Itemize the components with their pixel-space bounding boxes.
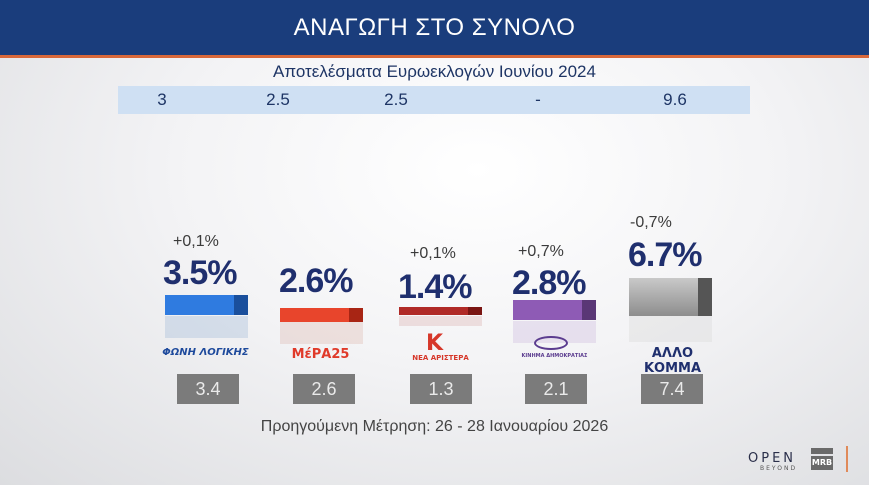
percentage-value: 2.8% [512,264,587,302]
bar [280,308,363,322]
change-label: +0,1% [173,233,219,250]
change-label: -0,7% [630,214,672,231]
bar-reflection [513,321,596,343]
party-logo: ΑΛΛΟ ΚΟΜΜΑ [643,346,702,376]
party-logo-icon: K [426,331,444,356]
percentage-value: 6.7% [628,236,703,274]
eu-results-row: 3 2.5 2.5 - 9.6 [118,86,750,114]
bar [399,307,482,315]
previous-value: 3.4 [177,374,239,404]
party-logo: ΚΙΝΗΜΑ ΔΗΜΟΚΡΑΤΙΑΣ [521,353,588,359]
party-column: 2.6% ΜέΡΑ25 [279,230,369,362]
previous-value: 2.6 [293,374,355,404]
eu-value: 9.6 [663,90,687,109]
page-title: ΑΝΑΓΩΓΗ ΣΤΟ ΣΥΝΟΛΟ [293,14,576,41]
previous-measurement-note: Προηγούμενη Μέτρηση: 26 - 28 Ιανουαρίου … [260,418,609,435]
pollster-logo: MRB [811,448,833,470]
previous-value: 2.1 [525,374,587,404]
change-label: +0,1% [410,245,456,262]
eu-value: 3 [157,90,167,109]
bar [165,295,248,315]
bar-reflection [399,316,482,326]
party-logo: ΜέΡΑ25 [291,347,350,362]
party-logo: ΝΕΑ ΑΡΙΣΤΕΡΑ [412,354,469,362]
party-column: +0,1% 1.4% K ΝΕΑ ΑΡΙΣΤΕΡΑ [398,230,488,362]
party-column: -0,7% 6.7% ΑΛΛΟ ΚΟΜΜΑ [628,210,718,376]
party-column: +0,1% 3.5% ΦΩΝΗ ΛΟΓΙΚΗΣ [162,230,253,358]
percentage-value: 1.4% [398,268,473,306]
bar-reflection [165,316,248,338]
bar-reflection [629,316,712,342]
party-logo-icon [534,336,568,350]
percentage-value: 3.5% [163,254,238,292]
channel-logo: OPEN [748,451,797,466]
eu-value: 2.5 [266,90,290,109]
bar-reflection [280,322,363,344]
previous-value: 1.3 [410,374,472,404]
channel-tagline: BEYOND [760,465,798,472]
header-bar: ΑΝΑΓΩΓΗ ΣΤΟ ΣΥΝΟΛΟ [0,0,869,58]
party-column: +0,7% 2.8% ΚΙΝΗΜΑ ΔΗΜΟΚΡΑΤΙΑΣ [512,230,602,359]
percentage-value: 2.6% [279,262,354,300]
eu-value: - [535,90,541,109]
divider [846,446,848,472]
change-label: +0,7% [518,243,564,260]
eu-value: 2.5 [384,90,408,109]
bar [513,300,596,320]
pollster-label: MRB [811,456,833,470]
party-logo: ΦΩΝΗ ΛΟΓΙΚΗΣ [162,347,249,358]
bar [629,278,712,316]
previous-value: 7.4 [641,374,703,404]
eu-results-label: Αποτελέσματα Ευρωεκλογών Ιουνίου 2024 [273,62,596,81]
